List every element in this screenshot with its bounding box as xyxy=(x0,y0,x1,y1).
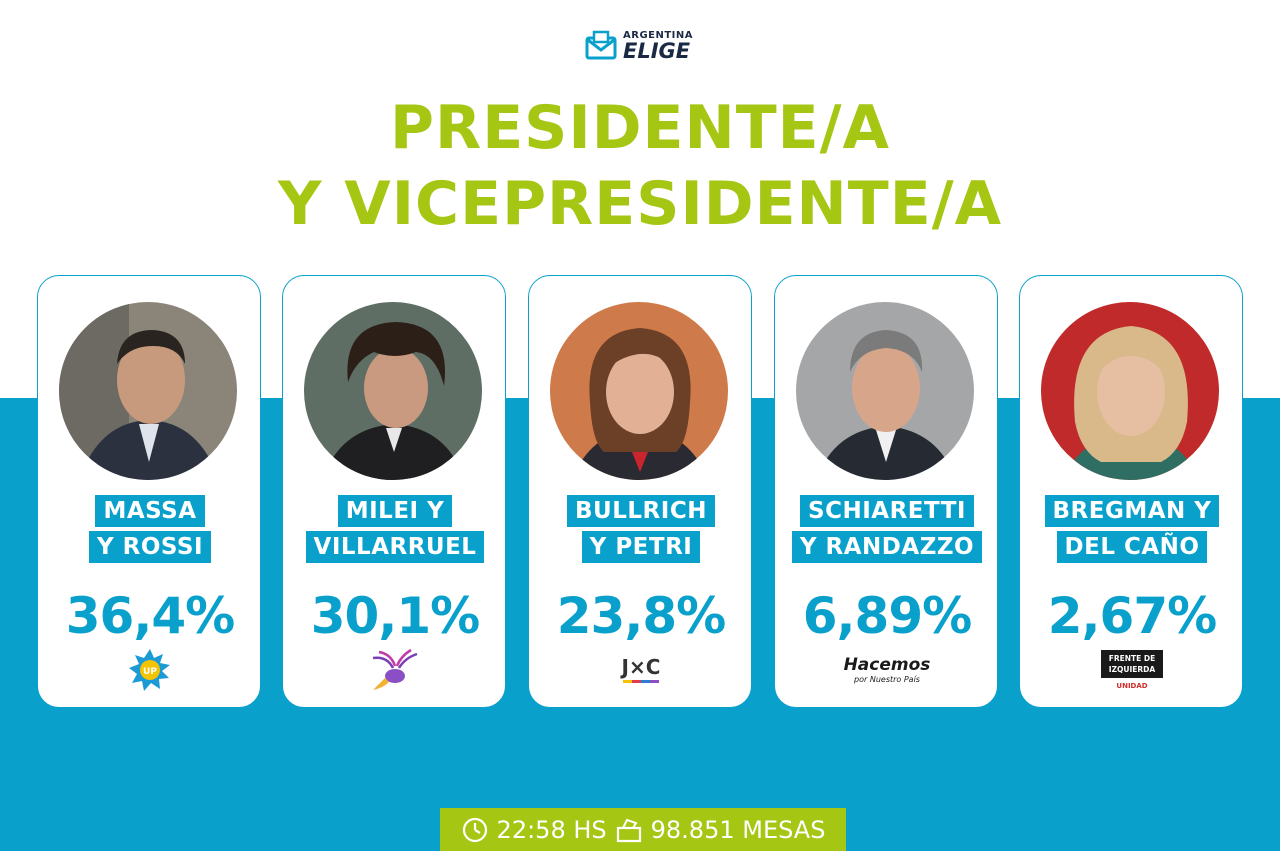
candidate-card: SCHIARETTI Y RANDAZZO 6,89% Hacemos por … xyxy=(774,275,998,708)
title-line1: PRESIDENTE/A xyxy=(390,93,890,163)
candidate-name-line1: MASSA xyxy=(95,495,205,527)
candidate-name-line2: Y PETRI xyxy=(581,531,701,563)
party-subtext: UNIDAD xyxy=(1116,682,1147,690)
brand-line2: ELIGE xyxy=(623,38,691,63)
la-libertad-avanza-bird-icon xyxy=(283,648,507,692)
candidate-photo xyxy=(796,302,974,480)
candidate-name-line2: Y RANDAZZO xyxy=(791,531,983,563)
clock-icon xyxy=(462,817,487,842)
candidate-photo xyxy=(550,302,728,480)
footer-status-bar: 22:58 HS 98.851 MESAS xyxy=(440,808,846,851)
union-por-la-patria-sun-icon: UP xyxy=(38,648,262,692)
candidate-card: BREGMAN Y DEL CAÑO 2,67% FRENTE DE IZQUI… xyxy=(1019,275,1243,708)
candidate-photo xyxy=(304,302,482,480)
count-time: 22:58 HS xyxy=(496,815,607,844)
ballot-box-icon xyxy=(616,818,641,842)
candidate-card: MILEI Y VILLARRUEL 30,1% xyxy=(282,275,506,708)
vote-percentage: 23,8% xyxy=(556,587,726,645)
party-subtext: por Nuestro País xyxy=(853,675,920,684)
svg-text:FRENTE DE: FRENTE DE xyxy=(1109,654,1156,663)
candidate-name-line1: BULLRICH xyxy=(567,495,715,527)
page-title: PRESIDENTE/A Y VICEPRESIDENTE/A xyxy=(0,90,1280,242)
vote-percentage: 30,1% xyxy=(310,587,480,645)
candidate-photo xyxy=(59,302,237,480)
candidate-name-line2: Y ROSSI xyxy=(88,531,212,563)
ballot-envelope-icon xyxy=(585,30,617,60)
tables-counted: 98.851 MESAS xyxy=(650,815,826,844)
party-text: Hacemos xyxy=(844,655,931,675)
party-text: UP xyxy=(143,667,157,677)
candidate-name-line1: MILEI Y xyxy=(337,495,453,527)
svg-text:IZQUIERDA: IZQUIERDA xyxy=(1109,665,1156,674)
vote-percentage: 6,89% xyxy=(802,587,972,645)
hacemos-logo: Hacemos por Nuestro País xyxy=(775,648,999,692)
title-line2: Y VICEPRESIDENTE/A xyxy=(277,169,1003,239)
argentina-elige-logo: ARGENTINA ELIGE xyxy=(585,30,693,62)
candidate-name-line2: DEL CAÑO xyxy=(1056,531,1208,563)
candidate-card: BULLRICH Y PETRI 23,8% J×C xyxy=(528,275,752,708)
candidate-name-line1: SCHIARETTI xyxy=(800,495,974,527)
party-text: J×C xyxy=(620,655,661,679)
candidate-name-line1: BREGMAN Y xyxy=(1044,495,1220,527)
vote-percentage: 2,67% xyxy=(1047,587,1217,645)
vote-percentage: 36,4% xyxy=(65,587,235,645)
candidate-card: MASSA Y ROSSI 36,4% UP xyxy=(37,275,261,708)
brand-line1: ARGENTINA xyxy=(623,29,693,41)
candidate-photo xyxy=(1041,302,1219,480)
candidate-name-line2: VILLARRUEL xyxy=(305,531,485,563)
juntos-por-el-cambio-logo: J×C xyxy=(529,648,753,692)
frente-de-izquierda-logo: FRENTE DE IZQUIERDA UNIDAD xyxy=(1020,648,1244,692)
